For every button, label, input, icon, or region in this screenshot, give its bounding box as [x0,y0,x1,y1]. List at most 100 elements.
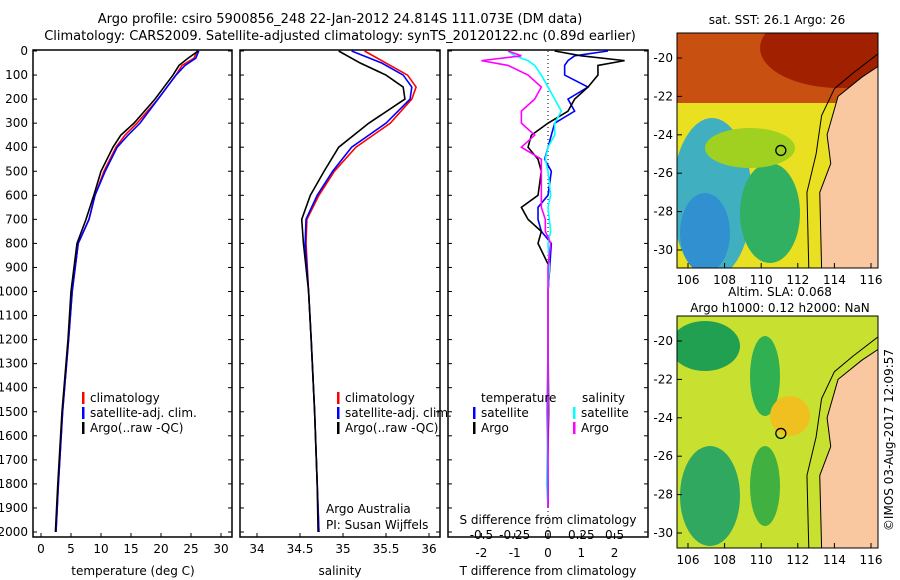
y-tick-label: 1800 [0,477,28,491]
y-tick-label: 1200 [0,333,28,347]
x-tick-label: 35.5 [373,542,400,556]
map-xtick-label: 114 [823,273,846,287]
salinity-legend-label: climatology [345,391,415,405]
temperature-legend-swatch [82,392,85,404]
temperature-series-satellite-adj-clim- [55,50,200,533]
salinity-series-satellite-adj-clim- [304,50,413,533]
map-ytick-label: -22 [653,89,673,103]
y-tick-label: 1900 [0,501,28,515]
difference-series-salinity-Argo [481,50,552,508]
low-sla [680,446,740,546]
s-axis-label: S difference from climatology [460,513,637,527]
map-ytick-label: -30 [653,243,673,257]
y-tick-label: 1000 [0,285,28,299]
map-ytick-label: -28 [653,205,673,219]
map-xtick-label: 110 [750,273,773,287]
y-tick-label: 700 [5,212,28,226]
t-tick-label: 0 [544,546,552,560]
green-region [740,163,800,263]
x-tick-label: 36 [421,542,436,556]
x-tick-label: 10 [93,542,108,556]
salinity-series-climatology [305,50,417,533]
y-tick-label: 900 [5,260,28,274]
s-tick-label: 0.5 [605,528,624,542]
x-tick-label: 25 [183,542,198,556]
sla-map [676,315,879,549]
difference-legend-swatch [473,407,476,419]
salinity-legend-swatch [337,407,340,419]
high-sla [770,396,810,436]
temperature-legend-swatch [82,407,85,419]
t-axis-label: T difference from climatology [459,564,637,578]
t-tick-label: -2 [475,546,487,560]
y-tick-label: 500 [5,164,28,178]
title-line1: Argo profile: csiro 5900856_248 22-Jan-2… [97,12,583,27]
map-xtick-label: 112 [786,273,809,287]
salinity-legend-swatch [337,422,340,434]
sla-map-subtitle: Argo h1000: 0.12 h2000: NaN [690,301,870,315]
sla-map-frame [676,315,879,549]
x-tick-label: 35 [335,542,350,556]
s-tick-label: 0.25 [568,528,595,542]
map-xtick-label: 106 [677,553,700,567]
y-tick-label: 400 [5,140,28,154]
sst-field [677,33,878,268]
map-xtick-label: 108 [713,553,736,567]
map-ytick-label: -20 [653,51,673,65]
difference-legend-swatch [573,407,576,419]
timestamp-stamp: ©IMOS 03-Aug-2017 12:09:57 [882,349,896,531]
difference-legend-swatch [573,422,576,434]
low-sla [750,336,780,416]
s-tick-label: -0.25 [499,528,530,542]
difference-legend-swatch [473,422,476,434]
map-ytick-label: -28 [653,488,673,502]
x-tick-label: 5 [67,542,75,556]
y-tick-label: 1100 [0,309,28,323]
s-tick-label: -0.5 [470,528,493,542]
map-ytick-label: -30 [653,526,673,540]
y-tick-label: 100 [5,68,28,82]
legend-temperature-heading: temperature [481,391,556,405]
x-tick-label: 20 [153,542,168,556]
map-xtick-label: 116 [860,273,883,287]
map-ytick-label: -22 [653,372,673,386]
difference-legend-label: satellite [481,406,529,420]
salinity-legend-label: satellite-adj. clim. [345,406,452,420]
t-tick-label: 2 [611,546,619,560]
temperature-panel-frame [32,49,233,538]
temperature-series-climatology [55,50,198,533]
map-ytick-label: -20 [653,334,673,348]
land-mass [819,61,878,268]
map-ytick-label: -24 [653,128,673,142]
map-xtick-label: 108 [713,273,736,287]
y-tick-label: 800 [5,236,28,250]
map-ytick-label: -26 [653,449,673,463]
temperature-axis-label: temperature (deg C) [71,564,194,578]
y-tick-label: 1500 [0,405,28,419]
salinity-axis-label: salinity [318,564,361,578]
warm-core [760,33,878,88]
y-tick-label: 300 [5,116,28,130]
isobath-line [806,53,878,268]
temperature-legend-swatch [82,422,85,434]
difference-legend-label: satellite [581,406,629,420]
map-xtick-label: 106 [677,273,700,287]
map-ytick-label: -26 [653,166,673,180]
y-tick-label: 1600 [0,429,28,443]
salinity-panel-frame [239,49,441,538]
mid-region [705,128,795,168]
map-ytick-label: -24 [653,411,673,425]
y-tick-label: 0 [20,44,28,58]
x-tick-label: 34.5 [287,542,314,556]
y-tick-label: 1300 [0,357,28,371]
map-xtick-label: 110 [750,553,773,567]
y-tick-label: 1400 [0,381,28,395]
y-tick-label: 600 [5,188,28,202]
credit-label: Argo Australia [326,502,411,516]
x-tick-label: 34 [249,542,264,556]
temperature-legend-label: Argo(..raw -QC) [90,421,183,435]
legend-salinity-heading: salinity [582,391,625,405]
sst-map-title: sat. SST: 26.1 Argo: 26 [709,13,846,27]
